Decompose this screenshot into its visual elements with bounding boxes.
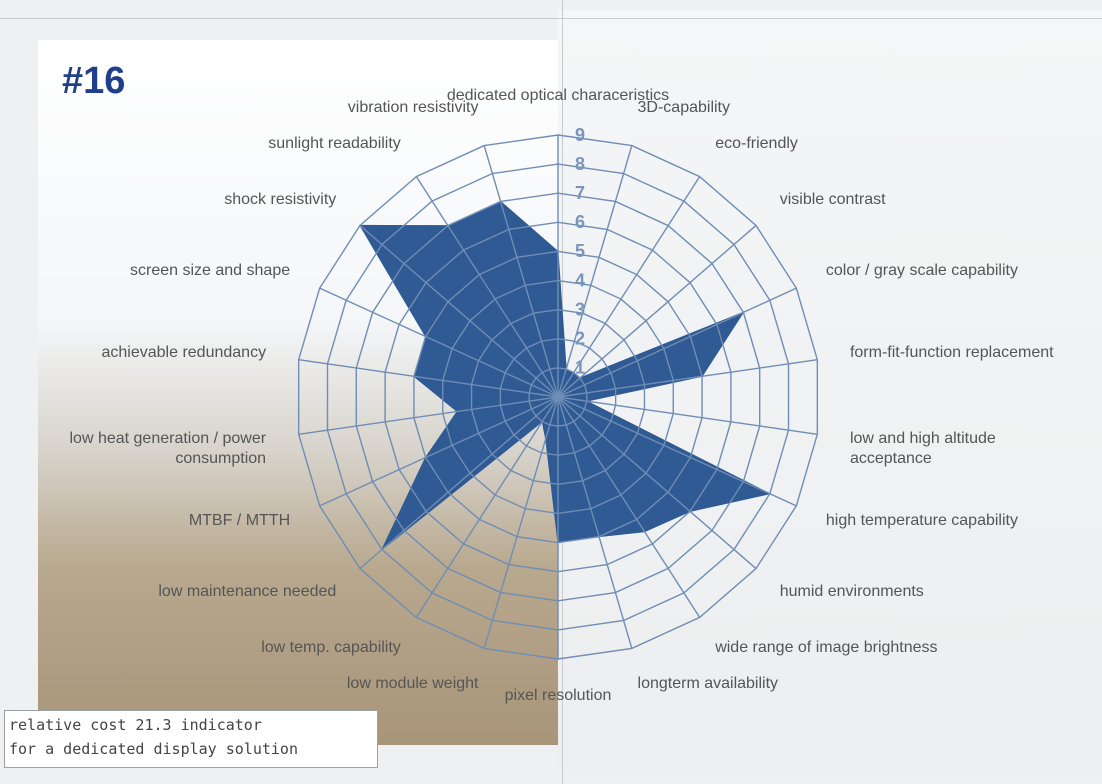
grid-spoke	[557, 176, 701, 398]
category-label: dedicated optical characeristics	[446, 87, 670, 104]
category-label: humid environments	[779, 583, 924, 601]
r-tick-label: 7	[575, 183, 585, 203]
r-tick-label: 8	[575, 154, 585, 174]
category-label: eco-friendly	[715, 134, 798, 152]
grid-spoke	[319, 396, 559, 507]
r-tick-label: 3	[575, 299, 585, 319]
grid-spoke	[298, 359, 559, 398]
grid-spoke	[557, 396, 818, 435]
grid-spoke	[483, 145, 559, 398]
grid-spoke	[415, 396, 559, 618]
category-label: low heat generation / power consumption	[69, 429, 267, 467]
category-label: achievable redundancy	[101, 344, 267, 362]
category-label: sunlight readability	[268, 134, 401, 152]
chart-title: #16	[62, 60, 126, 102]
r-tick-label: 6	[575, 212, 585, 232]
grid-spoke	[415, 176, 559, 398]
category-label: low maintenance needed	[158, 583, 337, 601]
note-line: relative cost 21.3 indicator	[9, 716, 262, 734]
r-tick-label: 4	[575, 270, 585, 290]
category-label: vibration resistivity	[347, 99, 479, 117]
grid-spoke	[557, 224, 757, 398]
category-label: visible contrast	[779, 190, 886, 208]
category-label: low temp. capability	[261, 639, 401, 657]
category-label: color / gray scale capability	[825, 262, 1018, 280]
category-label: shock resistivity	[224, 190, 337, 208]
category-label: wide range of image brightness	[715, 639, 938, 657]
grid-spoke	[319, 287, 559, 398]
grid-spoke	[557, 396, 797, 507]
grid-spoke	[557, 145, 633, 398]
grid-spoke	[557, 359, 818, 398]
r-tick-label: 9	[575, 125, 585, 145]
category-label: low module weight	[346, 674, 479, 692]
category-label: longterm availability	[637, 674, 779, 692]
background-sketch	[558, 10, 1102, 770]
note-line: for a dedicated display solution	[9, 740, 298, 758]
r-tick-label: 1	[575, 358, 585, 378]
category-label: pixel resolution	[504, 687, 612, 704]
category-label: MTBF / MTTH	[188, 511, 291, 529]
grid-spoke	[483, 396, 559, 649]
grid-spoke	[557, 396, 701, 618]
category-label: high temperature capability	[825, 511, 1018, 529]
frame-line	[0, 18, 1102, 19]
category-label: 3D-capability	[637, 99, 730, 117]
grid-spoke	[557, 396, 633, 649]
grid-spoke	[359, 224, 559, 398]
grid-spoke	[557, 287, 797, 398]
grid-spoke	[359, 396, 559, 570]
r-tick-label: 5	[575, 241, 585, 261]
note-box: relative cost 21.3 indicator for a dedic…	[4, 710, 378, 768]
category-label: screen size and shape	[130, 262, 291, 280]
grid-spoke	[298, 396, 559, 435]
grid-spoke	[557, 396, 757, 570]
category-label: form-fit-function replacement	[849, 344, 1054, 362]
category-label: low and high altitude acceptance	[849, 429, 996, 467]
r-tick-label: 2	[575, 329, 585, 349]
